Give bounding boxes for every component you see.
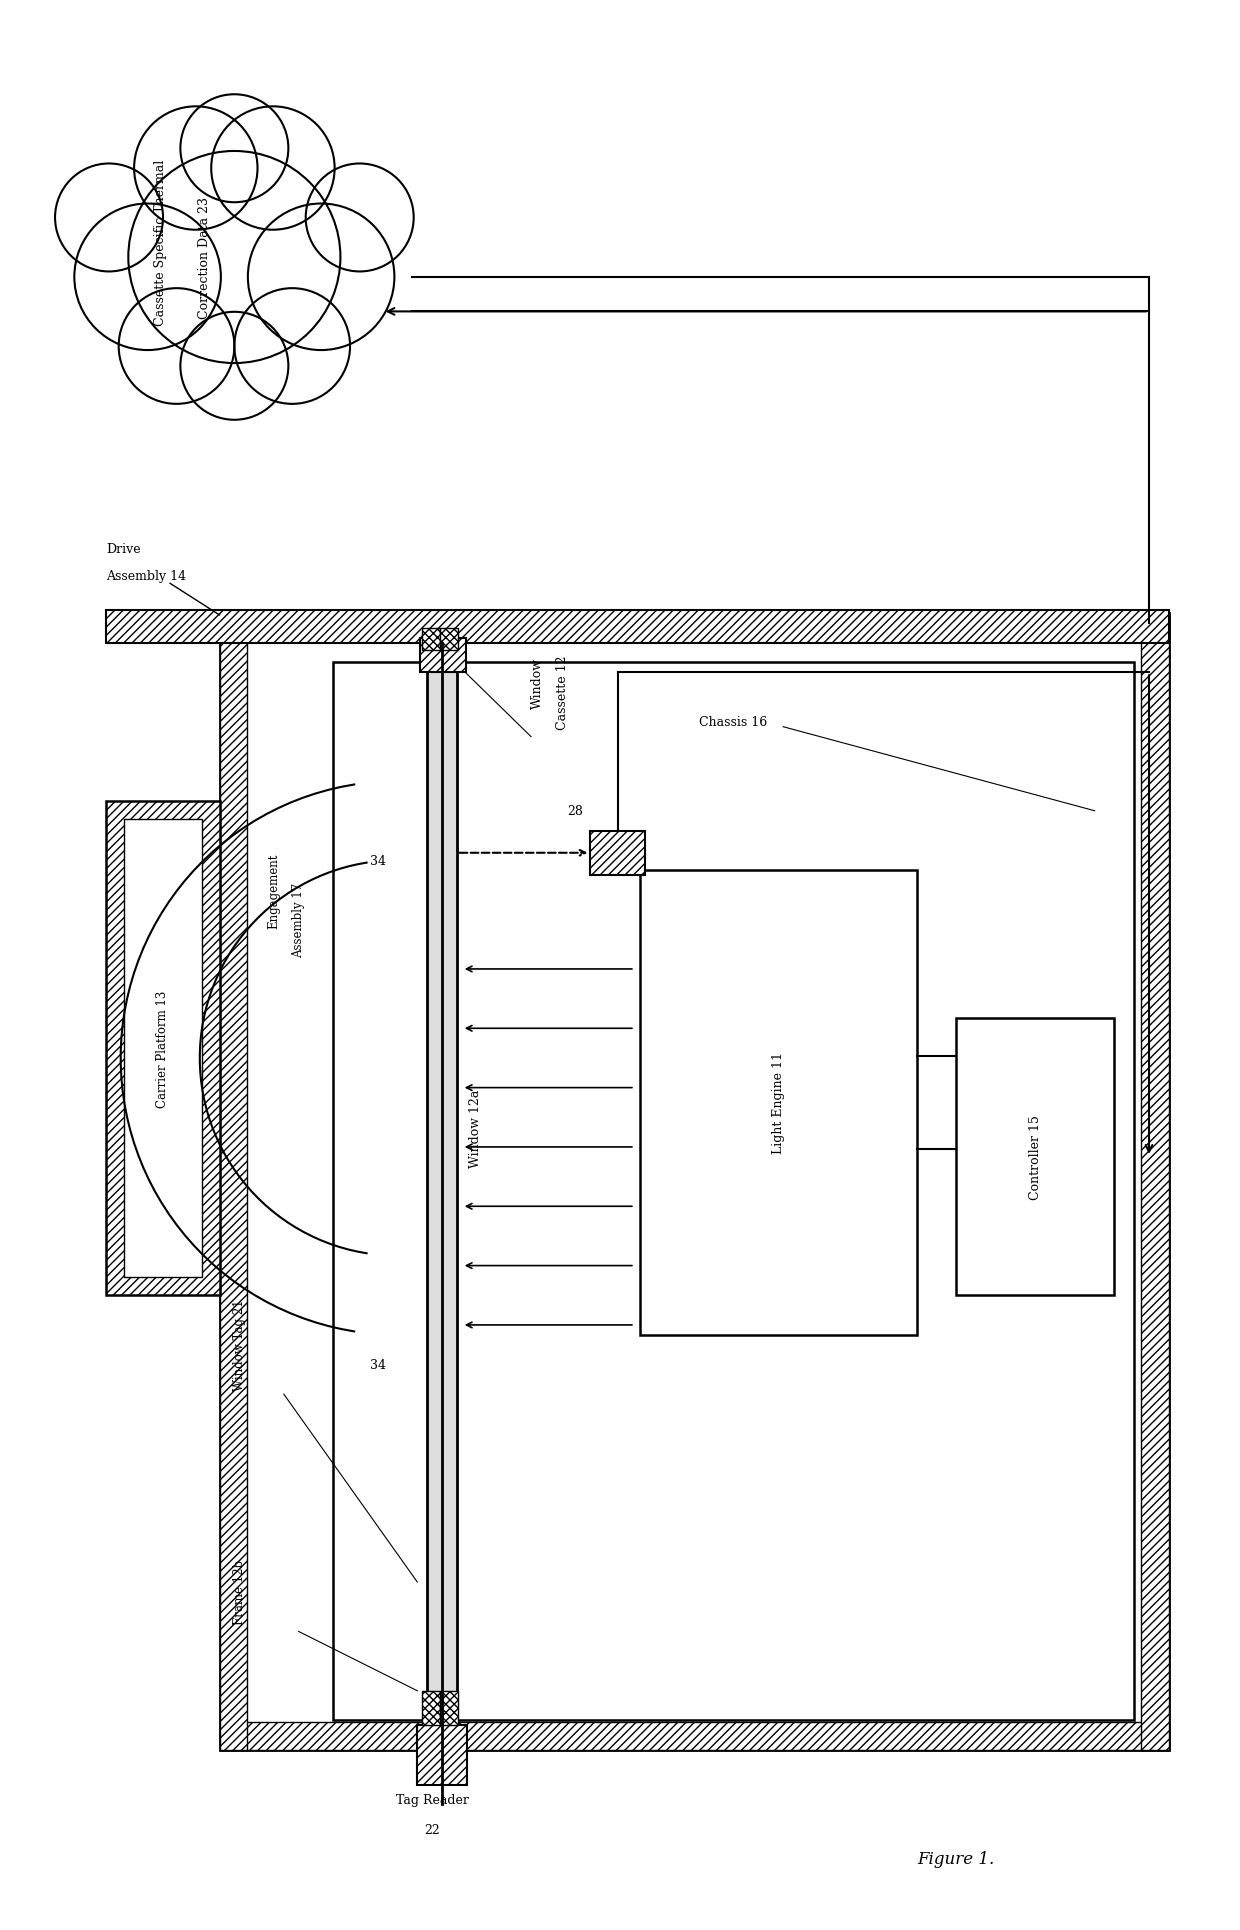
Bar: [423, 629, 440, 650]
Text: Assembly 17: Assembly 17: [293, 882, 305, 957]
Bar: [440, 629, 458, 650]
Bar: [428, 643, 456, 1720]
Bar: [423, 1691, 440, 1725]
Text: Correction Data 23: Correction Data 23: [198, 197, 211, 318]
Text: Controller 15: Controller 15: [1029, 1116, 1042, 1200]
Circle shape: [248, 205, 394, 351]
Circle shape: [180, 95, 289, 203]
Text: Cassette Specific Thermal: Cassette Specific Thermal: [154, 160, 166, 326]
Text: Window Tag 21: Window Tag 21: [233, 1299, 246, 1392]
Text: Light Engine 11: Light Engine 11: [771, 1052, 785, 1154]
Bar: [590, 832, 645, 876]
Text: Frame 12b: Frame 12b: [233, 1559, 246, 1625]
Text: 34: 34: [370, 1359, 386, 1370]
Text: Window: Window: [531, 658, 544, 708]
Circle shape: [134, 108, 258, 230]
Circle shape: [234, 290, 350, 405]
Bar: [334, 664, 1135, 1720]
Bar: [219, 614, 1169, 641]
Text: Drive: Drive: [105, 542, 140, 556]
Circle shape: [128, 152, 341, 365]
Bar: [440, 1691, 458, 1725]
Circle shape: [74, 205, 221, 351]
Bar: [420, 639, 466, 674]
Bar: [219, 614, 247, 1751]
Text: Chassis 16: Chassis 16: [699, 716, 768, 730]
Bar: [219, 614, 1169, 1751]
Circle shape: [55, 164, 162, 272]
Text: Carrier Platform 13: Carrier Platform 13: [156, 990, 169, 1108]
Text: 22: 22: [424, 1822, 440, 1835]
Text: Assembly 14: Assembly 14: [105, 569, 186, 583]
Text: Window 12a: Window 12a: [469, 1089, 481, 1168]
Bar: [219, 1722, 1169, 1751]
Text: 34: 34: [370, 855, 386, 867]
Circle shape: [119, 290, 234, 405]
Bar: [105, 801, 219, 1295]
Text: Cassette 12: Cassette 12: [556, 656, 569, 730]
Bar: [1141, 614, 1169, 1751]
Text: Figure 1.: Figure 1.: [918, 1851, 994, 1868]
Text: 28: 28: [568, 805, 584, 818]
Circle shape: [180, 313, 289, 421]
Circle shape: [306, 164, 414, 272]
Text: Tag Reader: Tag Reader: [396, 1793, 469, 1806]
Circle shape: [211, 108, 335, 230]
Bar: [418, 1725, 466, 1785]
Text: Engagement: Engagement: [268, 853, 280, 928]
Bar: [124, 818, 202, 1278]
Bar: [956, 1019, 1115, 1295]
Bar: [640, 870, 916, 1336]
Bar: [105, 610, 1169, 643]
